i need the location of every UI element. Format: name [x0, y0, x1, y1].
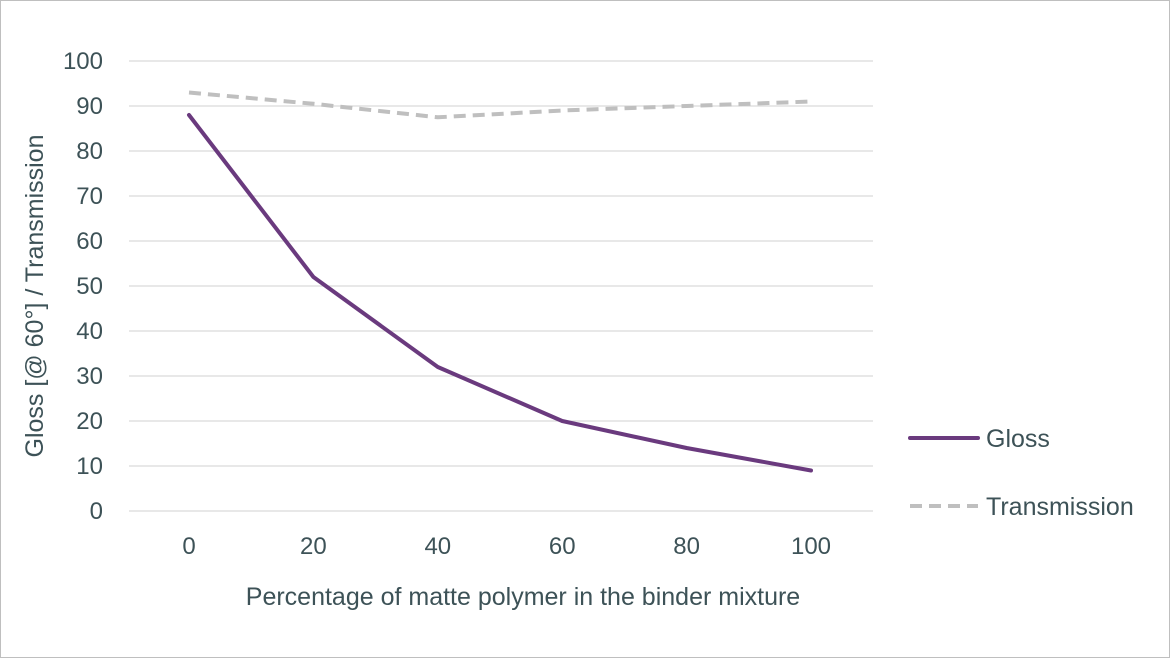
- legend-label-gloss: Gloss: [986, 425, 1050, 453]
- series-line-gloss: [187, 113, 813, 473]
- y-tick-label: 30: [76, 363, 103, 390]
- x-tick-label: 20: [300, 533, 327, 560]
- y-tick-label: 100: [63, 48, 103, 75]
- y-tick-label: 20: [76, 408, 103, 435]
- y-tick-label: 40: [76, 318, 103, 345]
- gridlines: [129, 60, 873, 512]
- series-line-transmission: [188, 90, 812, 120]
- y-tick-label: 80: [76, 138, 103, 165]
- legend-label-transmission: Transmission: [986, 493, 1134, 521]
- y-axis-title: Gloss [@ 60°] / Transmission: [21, 135, 49, 458]
- x-tick-label: 80: [673, 533, 700, 560]
- x-tick-label: 0: [182, 533, 195, 560]
- y-tick-label: 60: [76, 228, 103, 255]
- legend: Gloss Transmission: [908, 425, 1134, 521]
- y-tick-label: 0: [90, 498, 103, 525]
- x-tick-label: 100: [791, 533, 831, 560]
- y-tick-label: 50: [76, 273, 103, 300]
- x-axis-title: Percentage of matte polymer in the binde…: [246, 583, 800, 611]
- y-tick-label: 10: [76, 453, 103, 480]
- x-tick-label: 40: [424, 533, 451, 560]
- series-lines: [187, 90, 813, 473]
- y-tick-label: 70: [76, 183, 103, 210]
- x-tick-label: 60: [549, 533, 576, 560]
- x-tick-labels: 0 20 40 60 80 100: [182, 533, 831, 560]
- y-tick-labels: 0 10 20 30 40 50 60 70 80 90 100: [63, 48, 103, 525]
- y-tick-label: 90: [76, 93, 103, 120]
